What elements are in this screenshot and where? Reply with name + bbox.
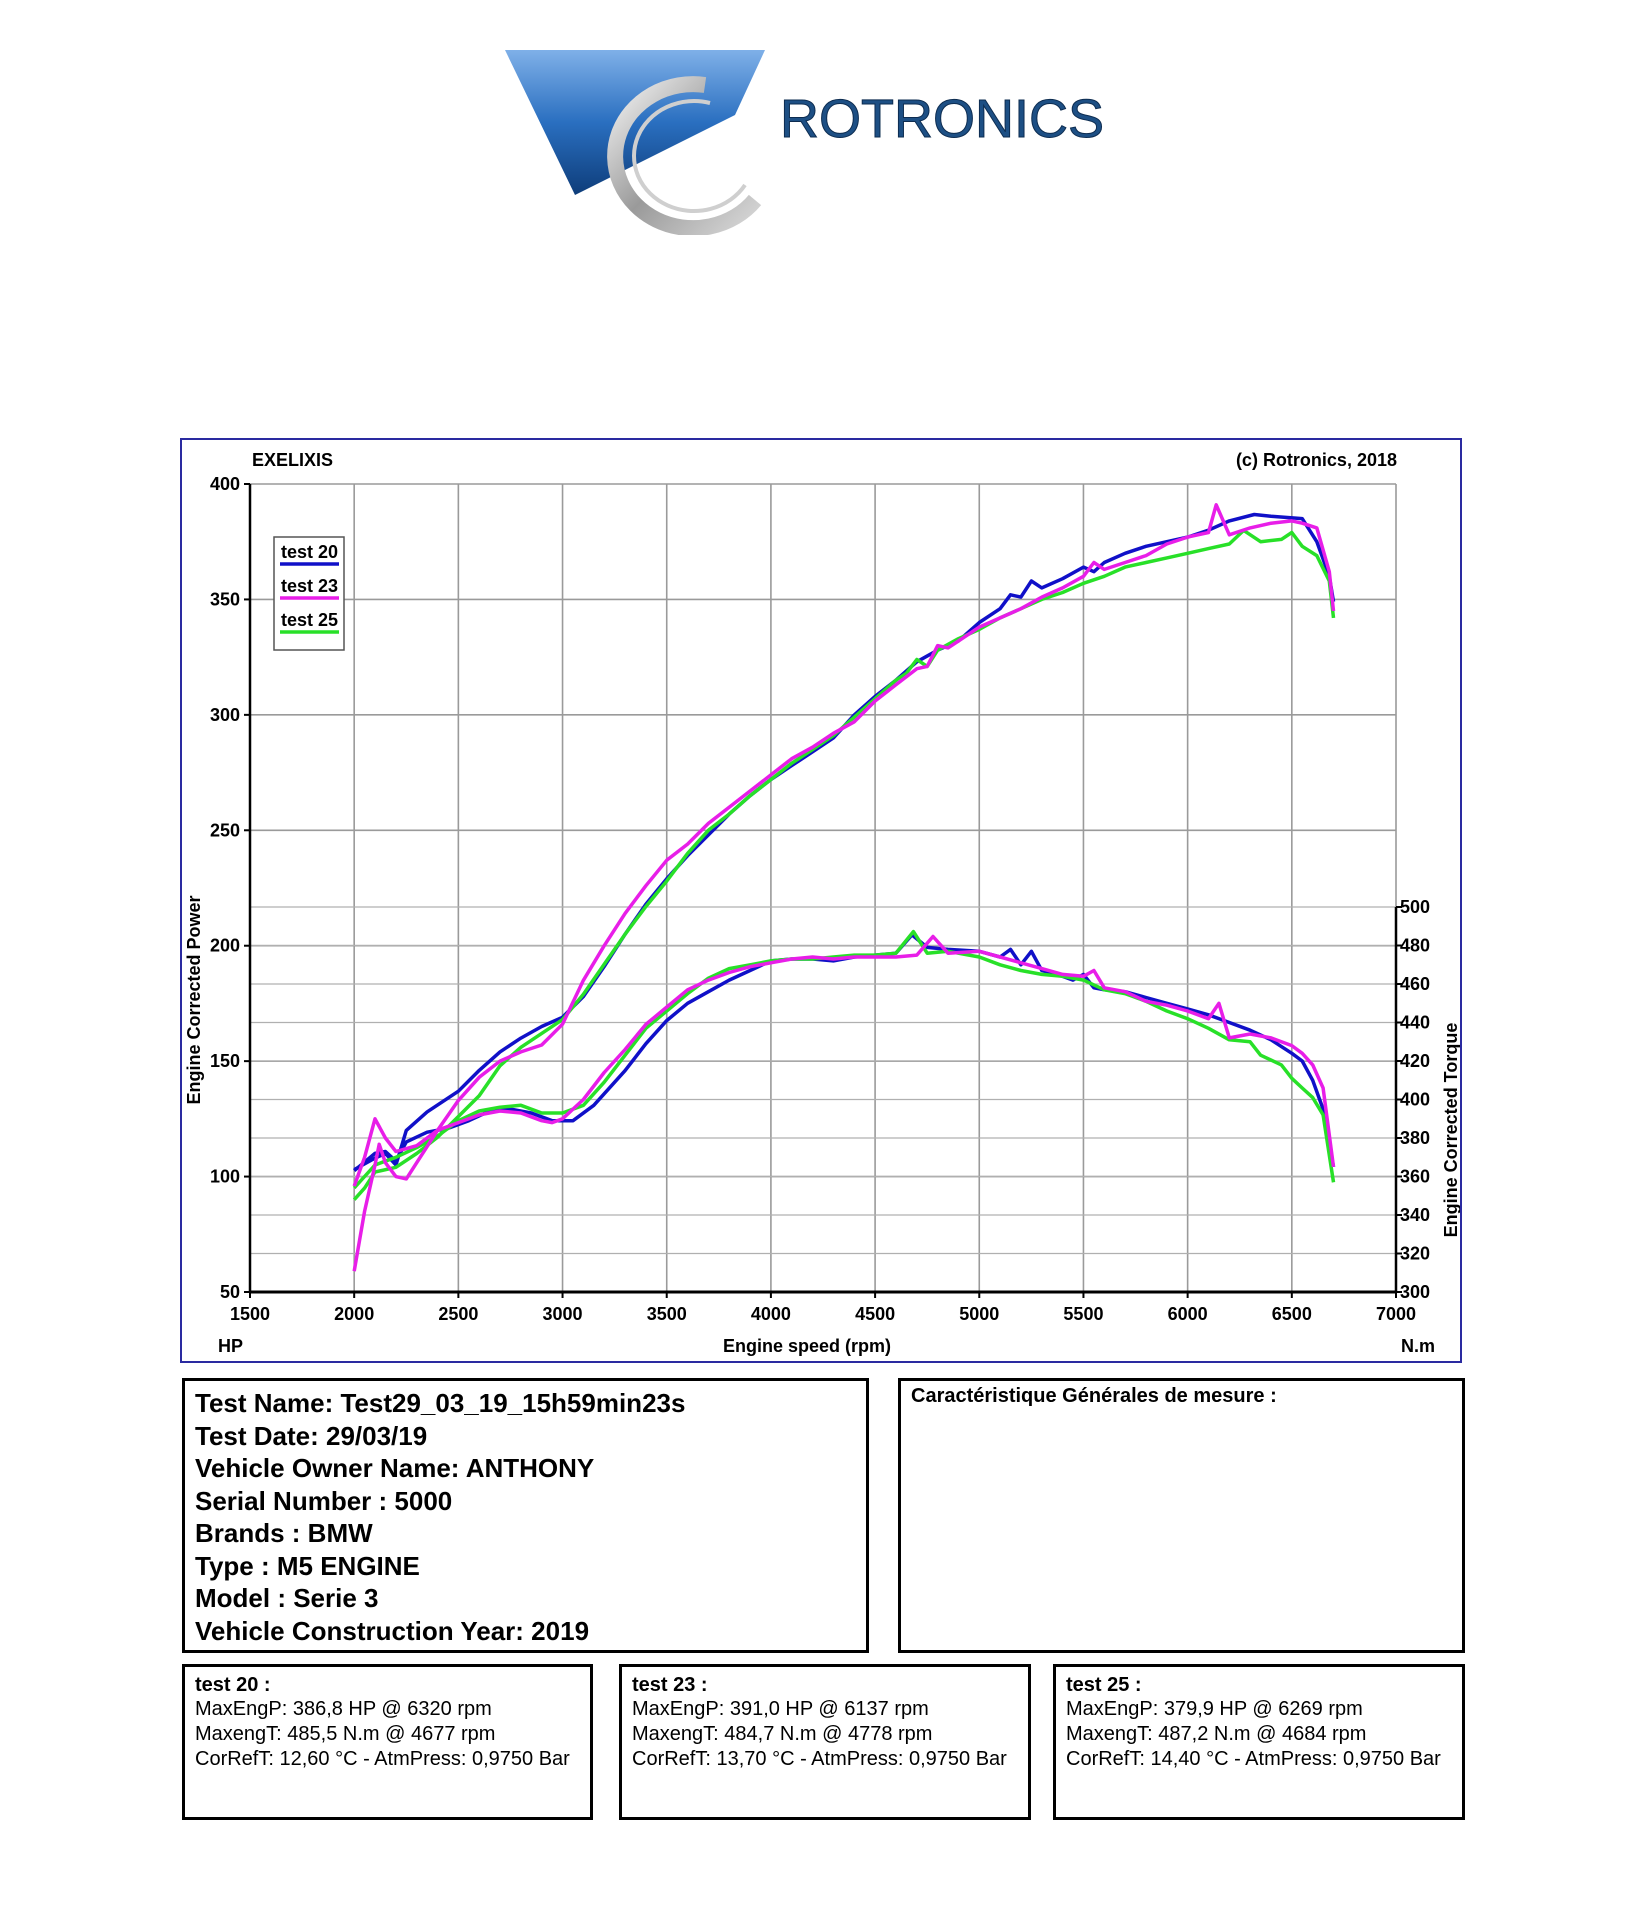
summary-title: test 23 : <box>632 1674 708 1696</box>
power-line-test-25 <box>352 528 1336 1201</box>
torque-line-test-25 <box>352 929 1336 1190</box>
chart-canvas: EXELIXIS (c) Rotronics, 2018 Engine spee… <box>184 450 1460 1356</box>
power-line-test-20 <box>353 512 1336 1172</box>
y-right-tick-label: 380 <box>1400 1128 1430 1148</box>
test-name: Test Name: Test29_03_19_15h59min23s <box>195 1388 686 1418</box>
brand: Brands : BMW <box>195 1518 373 1548</box>
y-right-tick-label: 360 <box>1400 1167 1430 1187</box>
y-right-tick-label: 340 <box>1400 1205 1430 1225</box>
construction-year: Vehicle Construction Year: 2019 <box>195 1615 590 1646</box>
y-left-tick-label: 350 <box>210 589 240 609</box>
summary-title: test 20 : <box>195 1674 271 1696</box>
max-torque: MaxengT: 484,7 N.m @ 4778 rpm <box>632 1723 933 1745</box>
x-tick-label: 4000 <box>751 1304 791 1324</box>
legend-label: test 23 <box>281 576 338 596</box>
conditions: CorRefT: 14,40 °C - AtmPress: 0,9750 Bar <box>1066 1748 1441 1770</box>
max-torque: MaxengT: 485,5 N.m @ 4677 rpm <box>195 1723 496 1745</box>
type: Type : M5 ENGINE <box>195 1550 420 1581</box>
y-right-tick-label: 500 <box>1400 897 1430 917</box>
y-axis-left-title: Engine Corrected Power <box>184 895 204 1104</box>
y-right-tick-label: 300 <box>1400 1282 1430 1302</box>
y-left-tick-label: 200 <box>210 936 240 956</box>
series-lines <box>352 503 1336 1272</box>
y-right-tick-label: 440 <box>1400 1013 1430 1033</box>
y-right-tick-label: 420 <box>1400 1051 1430 1071</box>
x-tick-label: 3500 <box>647 1304 687 1324</box>
x-tick-label: 6000 <box>1168 1304 1208 1324</box>
conditions: CorRefT: 13,70 °C - AtmPress: 0,9750 Bar <box>632 1748 1007 1770</box>
dyno-chart: EXELIXIS (c) Rotronics, 2018 Engine spee… <box>180 438 1462 1363</box>
y-left-tick-label: 100 <box>210 1167 240 1187</box>
y-right-tick-label: 400 <box>1400 1090 1430 1110</box>
characteristics-title: Caractéristique Générales de mesure : <box>911 1385 1277 1407</box>
x-tick-label: 4500 <box>855 1304 895 1324</box>
summary-title: test 25 : <box>1066 1674 1142 1696</box>
summary-test-25: test 25 : MaxEngP: 379,9 HP @ 6269 rpm M… <box>1053 1664 1465 1820</box>
axes: EXELIXIS (c) Rotronics, 2018 Engine spee… <box>184 450 1460 1356</box>
y-left-tick-label: 400 <box>210 474 240 494</box>
y-right-tick-label: 480 <box>1400 936 1430 956</box>
legend: test 20 test 23 test 25 <box>273 536 345 651</box>
x-tick-label: 1500 <box>230 1304 270 1324</box>
test-info-panel: Test Name: Test29_03_19_15h59min23s Test… <box>182 1378 869 1653</box>
x-tick-label: 3000 <box>543 1304 583 1324</box>
x-tick-label: 6500 <box>1272 1304 1312 1324</box>
x-tick-label: 5000 <box>959 1304 999 1324</box>
y-right-tick-label: 320 <box>1400 1244 1430 1264</box>
max-power: MaxEngP: 386,8 HP @ 6320 rpm <box>195 1698 492 1720</box>
owner-name: Vehicle Owner Name: ANTHONY <box>195 1453 595 1483</box>
max-power: MaxEngP: 379,9 HP @ 6269 rpm <box>1066 1698 1363 1720</box>
conditions: CorRefT: 12,60 °C - AtmPress: 0,9750 Bar <box>195 1748 570 1770</box>
right-unit-label: N.m <box>1401 1336 1435 1356</box>
serial-number: Serial Number : 5000 <box>195 1485 453 1516</box>
y-left-tick-label: 50 <box>220 1282 240 1302</box>
summary-test-23: test 23 : MaxEngP: 391,0 HP @ 6137 rpm M… <box>619 1664 1031 1820</box>
legend-label: test 25 <box>281 610 338 630</box>
max-torque: MaxengT: 487,2 N.m @ 4684 rpm <box>1066 1723 1367 1745</box>
measurement-characteristics-panel: Caractéristique Générales de mesure : <box>898 1378 1465 1653</box>
summary-test-20: test 20 : MaxEngP: 386,8 HP @ 6320 rpm M… <box>182 1664 593 1820</box>
copyright-label: (c) Rotronics, 2018 <box>1236 450 1397 470</box>
rotronics-logo: ROTRONICS <box>505 50 1105 235</box>
grid <box>249 483 1397 1293</box>
logo-text: ROTRONICS <box>780 89 1104 149</box>
y-left-tick-label: 300 <box>210 705 240 725</box>
max-power: MaxEngP: 391,0 HP @ 6137 rpm <box>632 1698 929 1720</box>
y-left-tick-label: 250 <box>210 820 240 840</box>
legend-label: test 20 <box>281 542 338 562</box>
x-tick-label: 2000 <box>334 1304 374 1324</box>
y-left-tick-label: 150 <box>210 1051 240 1071</box>
x-tick-label: 5500 <box>1063 1304 1103 1324</box>
y-axis-right-title: Engine Corrected Torque <box>1441 1023 1460 1238</box>
x-tick-label: 2500 <box>438 1304 478 1324</box>
y-right-tick-label: 460 <box>1400 974 1430 994</box>
test-date: Test Date: 29/03/19 <box>195 1420 428 1451</box>
x-axis-title: Engine speed (rpm) <box>723 1336 891 1356</box>
left-unit-label: HP <box>218 1336 243 1356</box>
x-tick-label: 7000 <box>1376 1304 1416 1324</box>
torque-line-test-23 <box>352 934 1336 1187</box>
power-line-test-23 <box>352 503 1336 1272</box>
model: Model : Serie 3 <box>195 1583 379 1613</box>
logo-ring <box>607 76 762 235</box>
software-label: EXELIXIS <box>252 450 333 470</box>
